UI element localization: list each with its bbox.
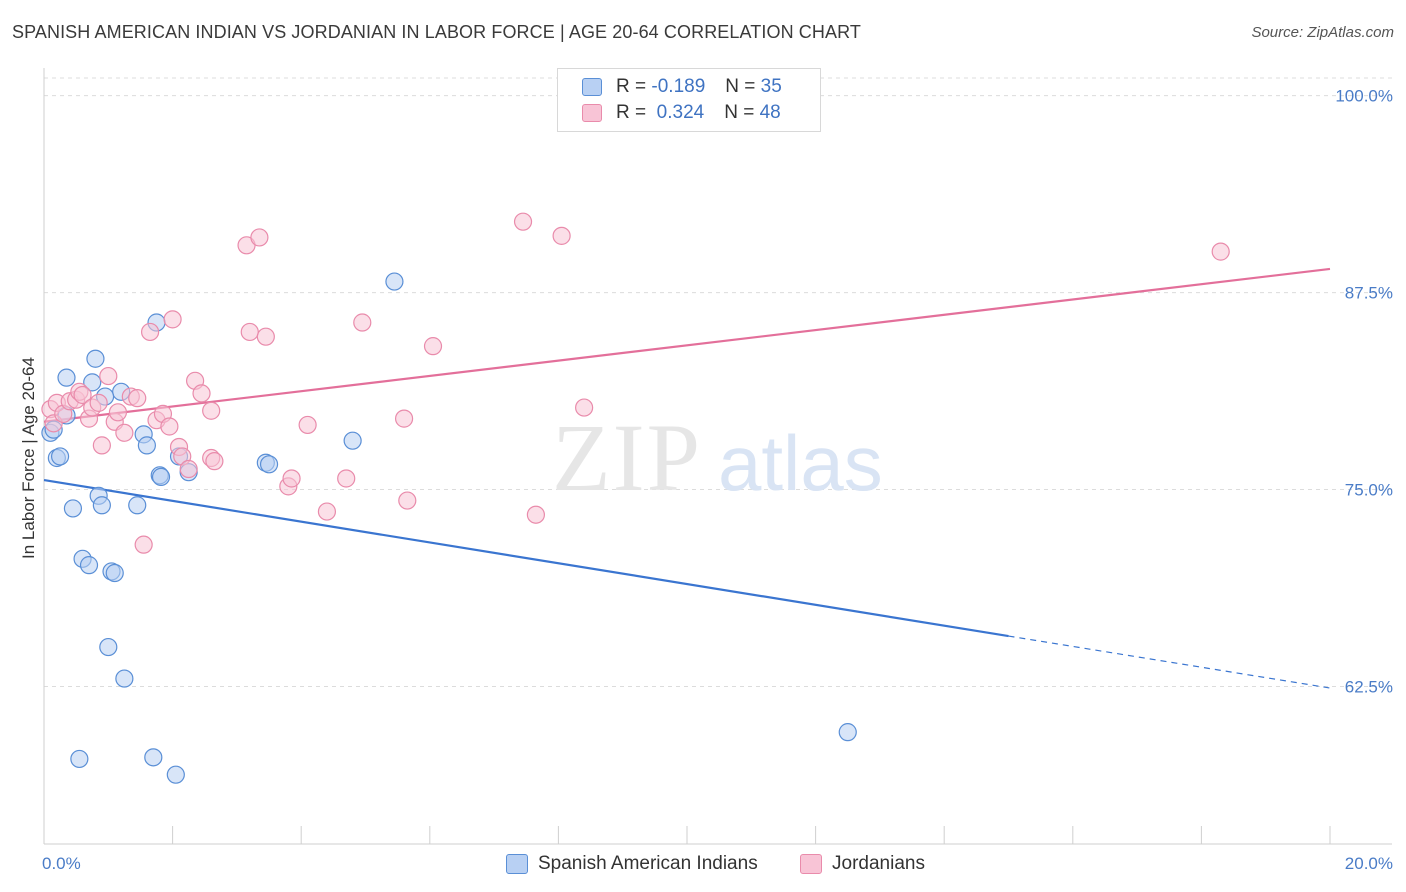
y-axis-label: In Labor Force | Age 20-64 (19, 357, 38, 559)
point-spanish-american-indian (57, 368, 76, 387)
point-jordanian (256, 327, 275, 346)
point-jordanian (179, 459, 198, 479)
point-jordanian (1211, 242, 1230, 261)
bottom-legend-swatch-pink (800, 854, 822, 874)
legend-n-label: N = (725, 76, 756, 97)
y-tick-label: 100.0% (1335, 87, 1393, 106)
legend-row-jordanians: R = 0.324 N = 48 (582, 101, 781, 125)
point-spanish-american-indian (137, 436, 156, 455)
point-jordanian (202, 401, 221, 420)
bottom-legend-jordanians: Jordanians (800, 852, 925, 876)
legend-n-value: 48 (759, 102, 781, 123)
point-spanish-american-indian (259, 455, 279, 474)
legend-n-label: N = (724, 102, 755, 123)
point-jordanian (282, 469, 301, 488)
point-jordanian (337, 469, 356, 488)
gridlines (44, 77, 1392, 687)
bottom-legend-label: Spanish American Indians (538, 853, 758, 874)
watermark-zip: ZIP (552, 404, 702, 511)
legend-swatch-pink (582, 104, 602, 122)
point-spanish-american-indian (385, 272, 404, 291)
y-tick-labels: 100.0% 87.5% 75.0% 62.5% (1335, 87, 1393, 697)
point-spanish-american-indian (144, 748, 163, 767)
point-jordanian (134, 535, 153, 554)
point-spanish-american-indian (166, 765, 185, 784)
y-tick-label: 62.5% (1345, 677, 1393, 696)
point-spanish-american-indian (151, 467, 171, 487)
point-jordanian (398, 491, 417, 510)
stats-legend: R = -0.189 N = 35 R = 0.324 N = 48 (557, 68, 821, 132)
point-jordanian (115, 423, 134, 442)
point-jordanian (513, 212, 533, 231)
point-jordanian (89, 393, 108, 412)
watermark-atlas: atlas (718, 419, 883, 507)
legend-row-spanish-american-indians: R = -0.189 N = 35 (582, 75, 782, 99)
data-points (41, 212, 1230, 784)
source-label: Source: ZipAtlas.com (1251, 24, 1394, 41)
point-jordanian (128, 389, 147, 408)
x-tick-label: 20.0% (1345, 854, 1393, 873)
point-spanish-american-indian (105, 563, 124, 583)
y-tick-label: 75.0% (1345, 481, 1393, 500)
point-jordanian (353, 313, 372, 332)
point-jordanian (250, 228, 269, 247)
point-spanish-american-indian (86, 349, 105, 368)
point-jordanian (205, 452, 224, 471)
point-spanish-american-indian (79, 556, 99, 575)
trend-lines (43, 267, 1331, 689)
point-jordanian (575, 398, 594, 417)
point-jordanian (99, 366, 118, 386)
point-jordanian (423, 337, 443, 356)
legend-r-value: -0.189 (651, 76, 706, 97)
point-spanish-american-indian (99, 637, 118, 657)
point-spanish-american-indian (50, 447, 70, 466)
axes (43, 68, 1392, 845)
point-jordanian (108, 403, 128, 422)
legend-r-label: R = (616, 102, 647, 123)
bottom-legend-spanish-american-indians: Spanish American Indians (506, 852, 758, 876)
bottom-legend-swatch-blue (506, 854, 528, 874)
y-tick-label: 87.5% (1345, 284, 1393, 303)
legend-swatch-blue (582, 78, 602, 96)
point-jordanian (552, 226, 571, 245)
bottom-legend-label: Jordanians (832, 853, 925, 874)
legend-n-value: 35 (760, 76, 782, 97)
chart-title: SPANISH AMERICAN INDIAN VS JORDANIAN IN … (12, 22, 861, 42)
point-spanish-american-indian (838, 723, 857, 742)
point-spanish-american-indian (343, 431, 362, 450)
point-spanish-american-indian (92, 496, 111, 515)
x-tick-label: 0.0% (42, 854, 81, 873)
point-jordanian (526, 505, 545, 524)
point-jordanian (192, 384, 211, 403)
point-jordanian (298, 415, 317, 435)
point-spanish-american-indian (70, 749, 89, 769)
point-jordanian (163, 310, 182, 329)
point-jordanian (92, 436, 111, 455)
watermark: ZIP atlas (552, 404, 883, 511)
point-jordanian (317, 502, 337, 521)
trend-line-solid (43, 478, 1009, 638)
point-jordanian (394, 409, 414, 428)
point-jordanian (240, 322, 259, 342)
point-jordanian (160, 417, 179, 436)
trend-line-dashed (1008, 635, 1331, 689)
x-tick-labels: 0.0% 20.0% (42, 854, 1393, 873)
trend-line (43, 267, 1331, 423)
legend-r-label: R = (616, 76, 647, 97)
point-spanish-american-indian (115, 669, 134, 688)
legend-r-value: 0.324 (656, 102, 705, 123)
point-spanish-american-indian (63, 499, 83, 518)
point-spanish-american-indian (128, 496, 147, 515)
point-spanish-american-indian (83, 373, 102, 392)
point-jordanian (73, 385, 92, 405)
point-jordanian (140, 322, 160, 342)
